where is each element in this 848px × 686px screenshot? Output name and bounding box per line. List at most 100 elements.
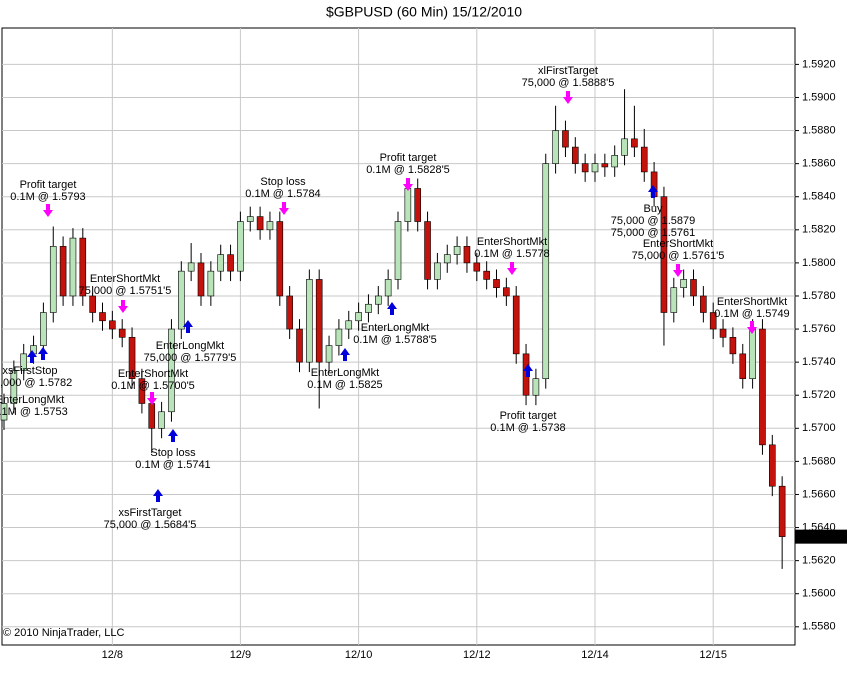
annotation-text: EnterLongMkt — [311, 367, 379, 379]
candle-body — [434, 262, 441, 280]
candle-body — [571, 146, 579, 164]
candle-body — [374, 295, 382, 305]
annotation-text: Stop loss — [150, 447, 196, 459]
y-tick-label: 1.5780 — [802, 290, 836, 302]
sell-arrow — [673, 264, 683, 277]
candle-body — [158, 411, 165, 429]
candle-body — [749, 328, 756, 379]
plot-frame — [1, 27, 796, 646]
copyright: © 2010 NinjaTrader, LLC — [3, 627, 124, 639]
annotation-text: xsFirstStop — [2, 365, 57, 377]
last-price-label: 1.5634'5 — [799, 531, 841, 543]
candle-body — [99, 312, 106, 322]
candle-body — [473, 262, 481, 272]
annotation-text: 0.1M @ 1.5749 — [714, 308, 789, 320]
buy-arrow — [168, 429, 178, 442]
candle-body — [109, 320, 116, 330]
candle-body — [621, 138, 628, 156]
annotation-text: 0.1M @ 1.5738 — [490, 422, 565, 434]
annotation-text: EnterShortMkt — [118, 368, 188, 380]
annotation-text: Profit target — [500, 410, 557, 422]
candle-body — [0, 403, 8, 421]
annotation-text: EnterShortMkt — [717, 296, 787, 308]
candle-body — [591, 163, 599, 173]
annotation-text: 75,000 @ 1.5888'5 — [522, 77, 615, 89]
annotation-text: 75,000 @ 1.5782 — [0, 377, 72, 389]
y-tick-label: 1.5920 — [802, 58, 836, 70]
candle-body — [246, 216, 254, 222]
candle-body — [384, 279, 392, 297]
sell-arrow — [563, 91, 573, 104]
y-tick-label: 1.5580 — [802, 621, 836, 633]
sell-arrow — [279, 202, 289, 215]
candle-body — [719, 328, 727, 338]
candle-body — [581, 163, 589, 173]
candle-body — [562, 130, 569, 148]
x-tick-label: 12/9 — [230, 649, 251, 661]
annotation-text: 0.1M @ 1.5828'5 — [366, 164, 450, 176]
last-price-box — [795, 529, 847, 544]
candle-body — [59, 246, 67, 297]
annotation-text: Buy — [644, 203, 663, 215]
annotation-text: 75,000 @ 1.5779'5 — [144, 352, 237, 364]
annotation-text: Stop loss — [260, 176, 306, 188]
candle-body — [453, 246, 461, 255]
candle-body — [680, 279, 687, 289]
annotation-text: 0.1M @ 1.5741 — [135, 459, 210, 471]
y-tick-label: 1.5700 — [802, 422, 836, 434]
candle-body — [542, 163, 550, 379]
y-tick-label: 1.5840 — [802, 191, 836, 203]
candle-body — [414, 188, 422, 222]
annotation-text: 0.1M @ 1.5788'5 — [353, 334, 437, 346]
candle-body — [296, 328, 303, 363]
sell-arrow — [507, 262, 517, 275]
candle-body — [443, 254, 451, 264]
sell-arrow — [747, 321, 757, 334]
annotation-text: EnterShortMkt — [643, 238, 713, 250]
annotation-text: EnterShortMkt — [90, 273, 160, 285]
annotation-text: EnterLongMkt — [361, 322, 429, 334]
candle-body — [355, 312, 362, 322]
x-tick-label: 12/12 — [463, 649, 491, 661]
annotation-text: 0.1M @ 1.5778 — [474, 248, 549, 260]
y-tick-label: 1.5800 — [802, 257, 836, 269]
candle-body — [256, 216, 264, 231]
annotation-text: 0.1M @ 1.5793 — [10, 191, 85, 203]
annotation-text: xsFirstTarget — [119, 507, 182, 519]
candle-body — [207, 270, 215, 297]
candle-body — [325, 345, 333, 363]
annotation-text: Profit target — [380, 152, 437, 164]
candle-body — [168, 328, 175, 413]
y-tick-label: 1.5900 — [802, 91, 836, 103]
buy-arrow — [153, 489, 163, 502]
x-tick-label: 12/14 — [581, 649, 609, 661]
x-tick-label: 12/15 — [699, 649, 727, 661]
candle-body — [700, 295, 707, 313]
y-tick-label: 1.5760 — [802, 323, 836, 335]
annotation-text: 75,000 @ 1.5761 — [611, 227, 696, 239]
candle-body — [493, 279, 500, 289]
candle-body — [768, 444, 776, 487]
candle-body — [512, 295, 520, 355]
candle-body — [483, 270, 490, 280]
sell-arrow — [43, 204, 53, 217]
annotation-text: 0.1M @ 1.5825 — [307, 379, 382, 391]
candle-body — [306, 279, 313, 363]
candle-body — [601, 163, 609, 168]
candle-body — [532, 378, 540, 396]
candle-body — [237, 221, 244, 272]
candle-body — [187, 262, 195, 272]
y-tick-label: 1.5820 — [802, 224, 836, 236]
annotation-text: EnterShortMkt — [477, 236, 547, 248]
candle-body — [709, 312, 717, 330]
candle-body — [217, 254, 224, 272]
buy-arrow — [183, 320, 193, 333]
annotation-text: Profit target — [20, 179, 77, 191]
candle-body — [729, 337, 737, 355]
candle-body — [138, 378, 146, 404]
candle-body — [266, 221, 274, 231]
candle-body — [690, 279, 697, 297]
buy-arrow — [523, 364, 533, 377]
y-tick-label: 1.5600 — [802, 588, 836, 600]
